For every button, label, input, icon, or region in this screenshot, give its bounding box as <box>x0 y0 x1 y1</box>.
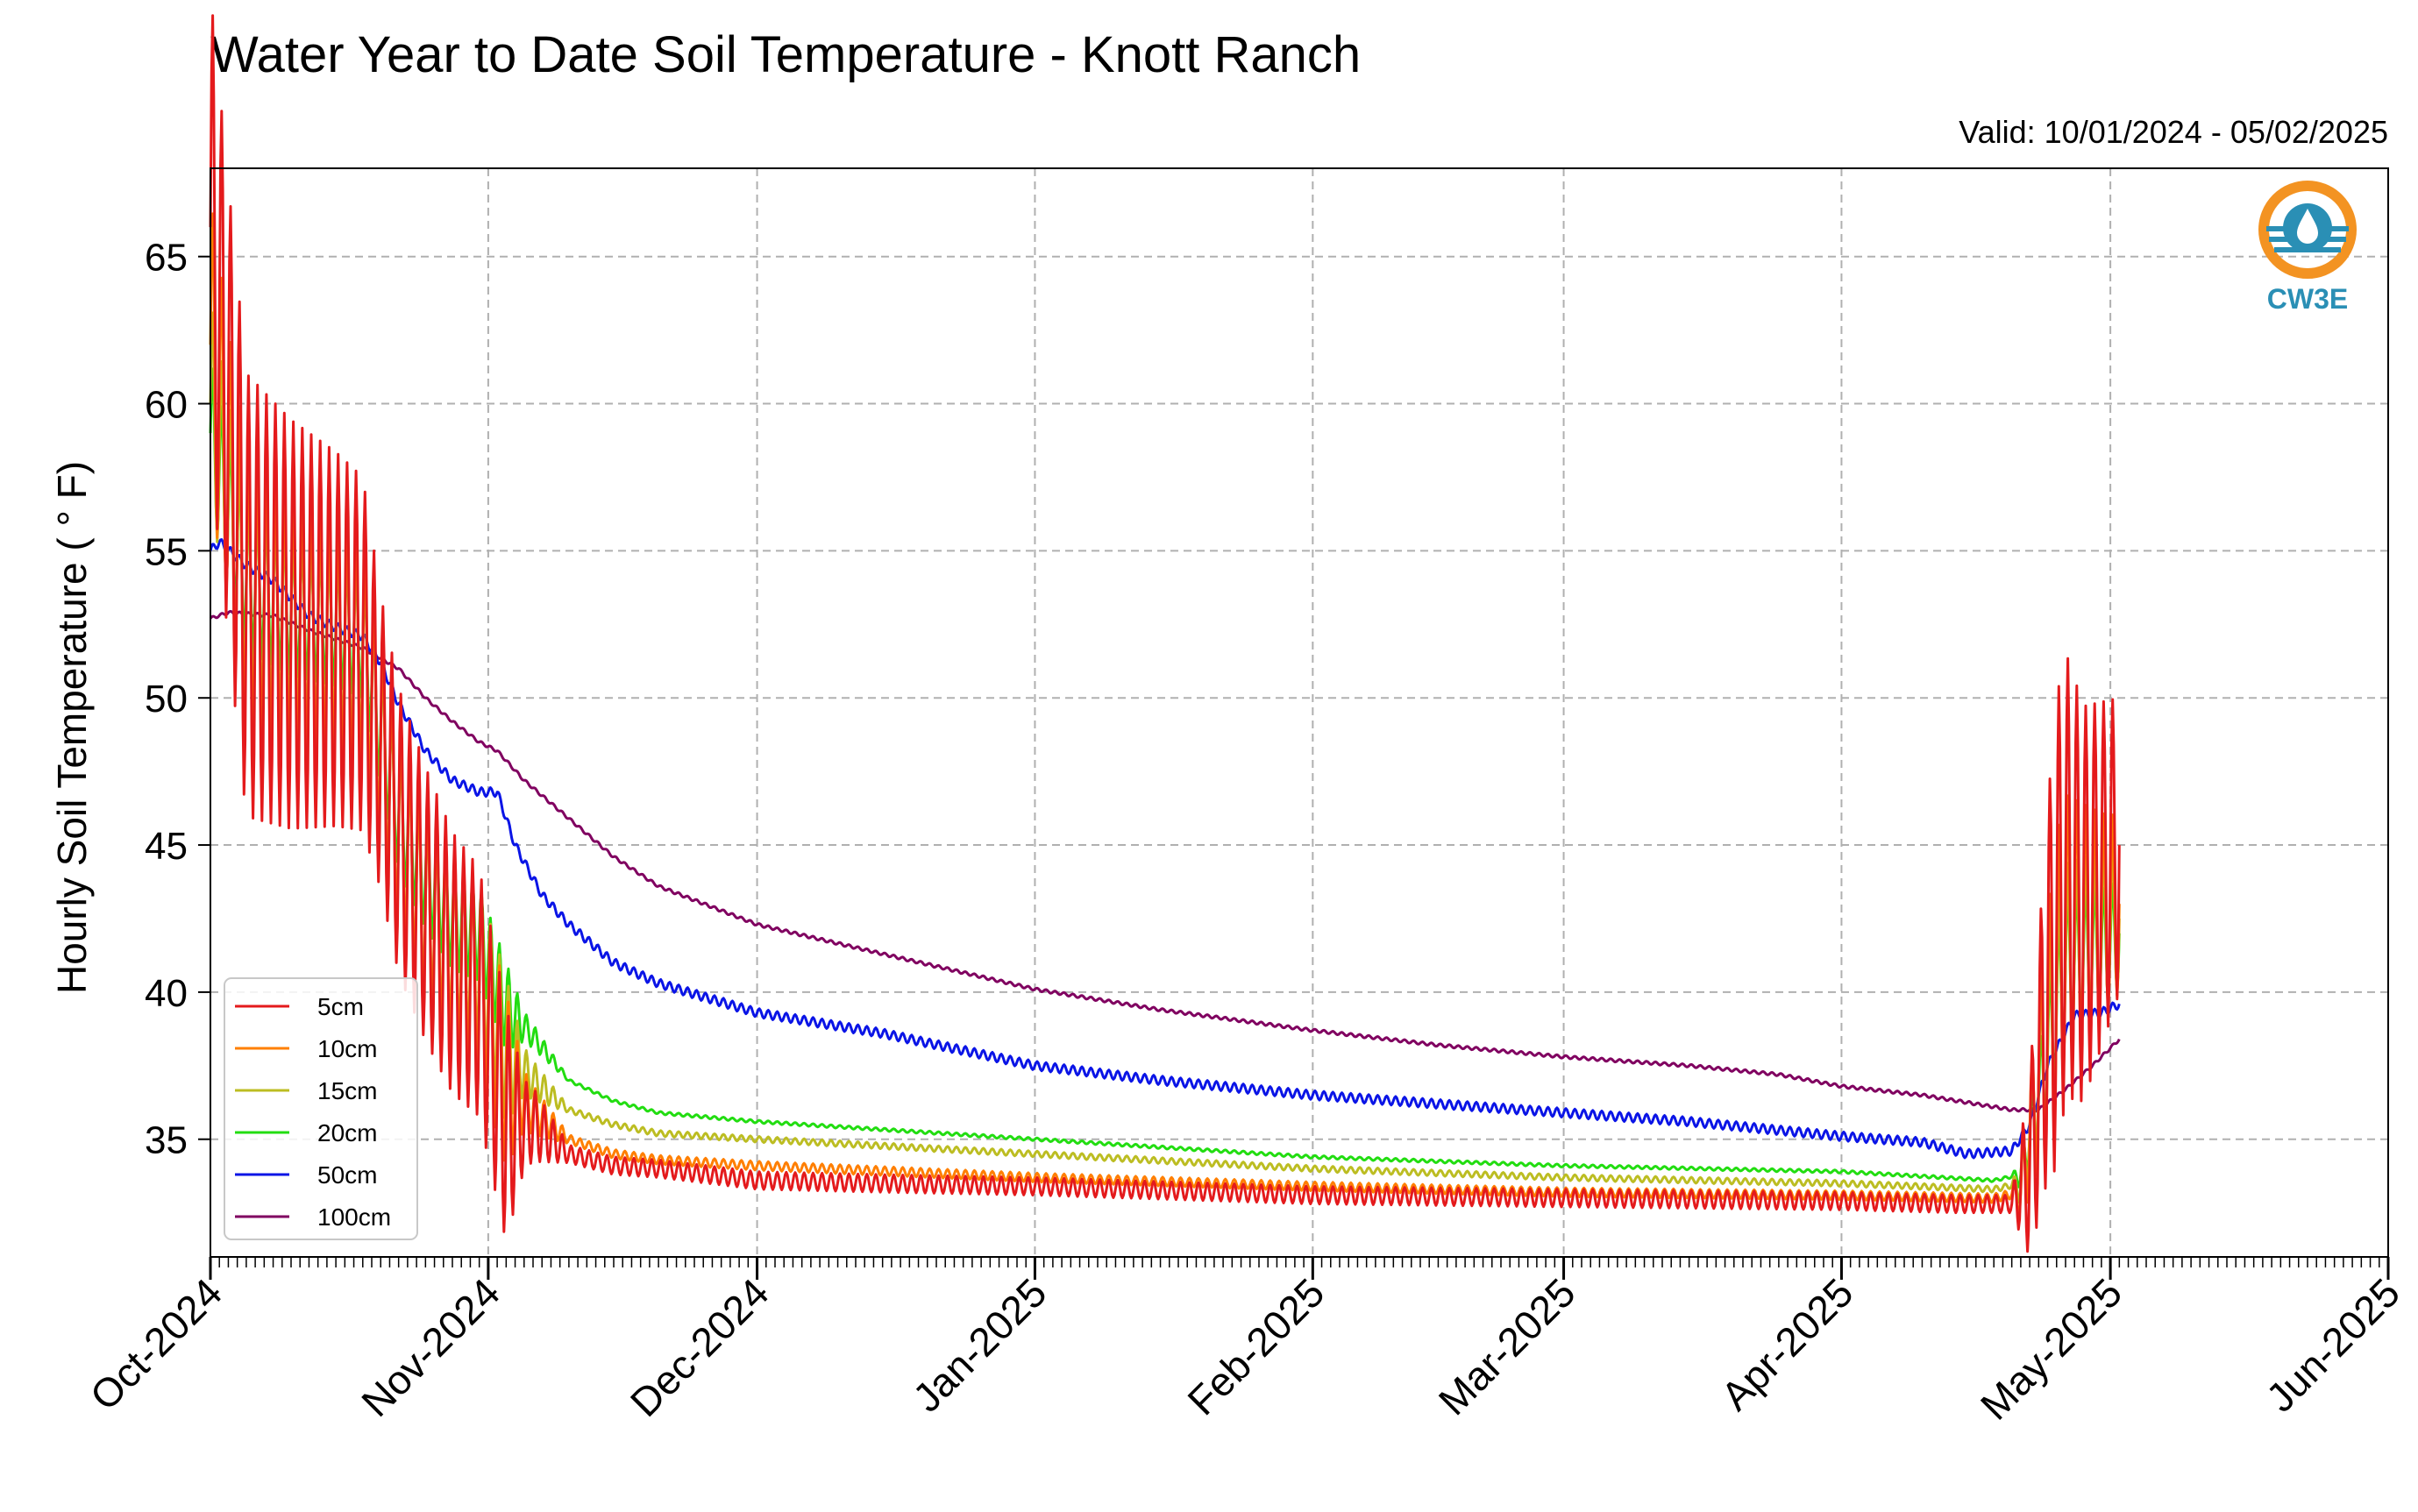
x-axis-ticks: Oct-2024 Nov-2024 Dec-2024 Jan-2025 Feb-2025… <box>82 1257 2408 1429</box>
legend-label-20cm: 20cm <box>317 1119 377 1146</box>
x-tick-label: Jan-2025 <box>904 1269 1055 1420</box>
legend-label-10cm: 10cm <box>317 1035 377 1062</box>
legend-label-100cm: 100cm <box>317 1203 391 1231</box>
x-tick-label: Dec-2024 <box>622 1269 778 1425</box>
legend-label-5cm: 5cm <box>317 993 364 1020</box>
series-line-100cm <box>209 609 2121 1113</box>
chart-title: Water Year to Date Soil Temperature - Kn… <box>210 26 1361 83</box>
plot-frame <box>210 167 2389 1258</box>
data-series <box>209 14 2121 1253</box>
logo-ring-icon <box>2258 181 2357 279</box>
y-tick-label: 65 <box>145 237 188 280</box>
x-tick-label: May-2025 <box>1972 1269 2130 1428</box>
water-drop-icon <box>2297 209 2318 244</box>
series-line-15cm <box>209 311 2121 1204</box>
y-tick-label: 45 <box>145 825 188 868</box>
x-tick-label: Jun-2025 <box>2258 1269 2408 1420</box>
cw3e-logo: CW3E <box>2258 181 2357 315</box>
series-line-20cm <box>209 367 2121 1189</box>
x-tick-label: Oct-2024 <box>82 1269 231 1419</box>
y-tick-label: 50 <box>145 678 188 721</box>
y-tick-label: 35 <box>145 1119 188 1162</box>
legend: 5cm 10cm 15cm 20cm 50cm 100cm <box>224 977 418 1240</box>
series-line-5cm <box>209 14 2121 1253</box>
y-tick-label: 60 <box>145 384 188 427</box>
x-tick-label: Mar-2025 <box>1430 1269 1584 1423</box>
y-axis-label: Hourly Soil Temperature ( ° F) <box>49 461 95 994</box>
y-tick-label: 40 <box>145 972 188 1015</box>
series-line-50cm <box>209 538 2121 1160</box>
x-tick-label: Feb-2025 <box>1178 1269 1333 1423</box>
valid-date-range: Valid: 10/01/2024 - 05/02/2025 <box>1959 114 2388 150</box>
legend-label-15cm: 15cm <box>317 1077 377 1104</box>
legend-label-50cm: 50cm <box>317 1161 377 1189</box>
x-tick-label: Nov-2024 <box>352 1269 508 1425</box>
y-tick-label: 55 <box>145 530 188 573</box>
y-axis-ticks: 35 40 45 50 55 60 65 <box>145 237 210 1162</box>
logo-text: CW3E <box>2267 283 2348 315</box>
x-tick-label: Apr-2025 <box>1712 1269 1862 1419</box>
